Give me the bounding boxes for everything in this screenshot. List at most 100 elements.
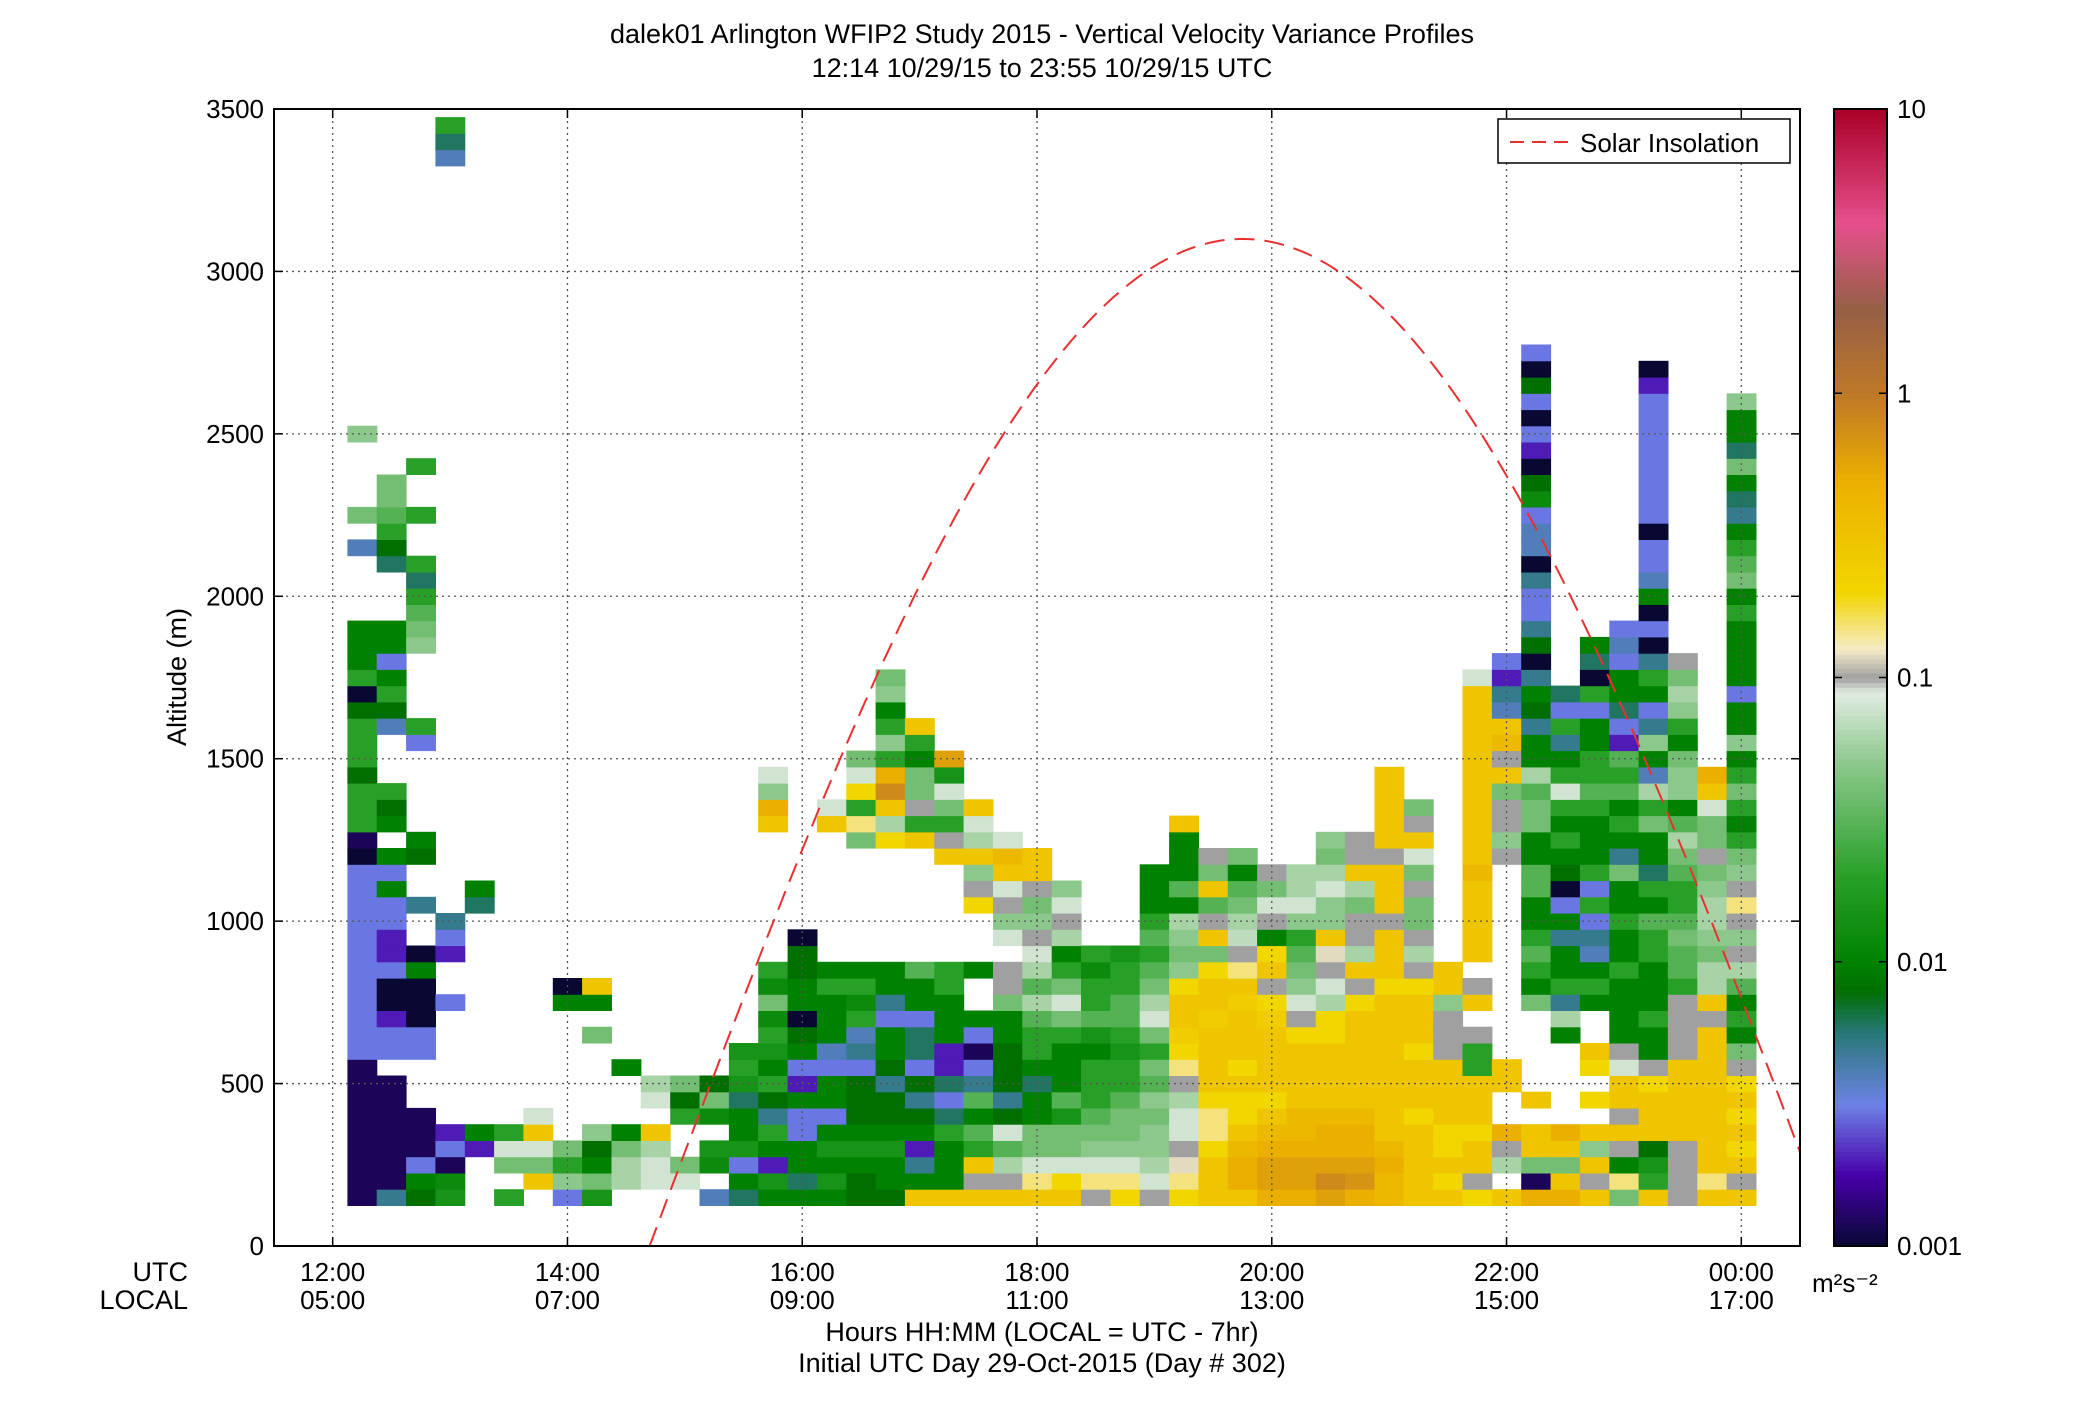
colorbar-segment — [1834, 999, 1887, 1006]
heatmap-cell — [1169, 1075, 1199, 1093]
colorbar-segment — [1834, 1013, 1887, 1020]
colorbar-segment — [1834, 1170, 1887, 1176]
heatmap-cell — [406, 604, 436, 622]
heatmap-cell — [406, 1124, 436, 1141]
colorbar-segment — [1834, 199, 1887, 205]
heatmap-cell — [1521, 750, 1552, 768]
x-tick-label-local: 11:00 — [1005, 1285, 1068, 1315]
heatmap-cell — [1726, 442, 1757, 459]
heatmap-cell — [1521, 1124, 1552, 1141]
heatmap-cell — [963, 1075, 994, 1093]
heatmap-cell — [875, 1091, 906, 1109]
heatmap-cell — [728, 1189, 759, 1206]
colorbar-segment — [1834, 454, 1887, 461]
heatmap-cell — [1345, 1091, 1375, 1109]
colorbar-segment — [1834, 649, 1887, 655]
colorbar-segment — [1834, 663, 1887, 669]
heatmap-cell — [1433, 1026, 1464, 1044]
heatmap-cell — [376, 880, 407, 898]
heatmap-cell — [1697, 864, 1728, 882]
heatmap-cell — [611, 1172, 642, 1190]
heatmap-cell — [1697, 929, 1728, 947]
heatmap-cell — [376, 474, 407, 492]
colorbar-segment — [1834, 971, 1887, 977]
heatmap-cell — [376, 1107, 407, 1125]
heatmap-cell — [1227, 961, 1258, 979]
heatmap-cell — [816, 1043, 847, 1060]
heatmap-cell — [347, 685, 378, 703]
heatmap-cell — [1374, 1010, 1405, 1028]
colorbar-segment — [1834, 824, 1887, 830]
heatmap-cell — [1315, 1059, 1346, 1076]
heatmap-cell — [611, 1124, 642, 1141]
heatmap-cell — [582, 1172, 612, 1190]
heatmap-cell — [1051, 1043, 1082, 1060]
colorbar-segment — [1834, 1080, 1887, 1086]
heatmap-cell — [1169, 1091, 1199, 1109]
heatmap-cell — [1081, 1172, 1111, 1190]
heatmap-cell — [406, 994, 436, 1011]
heatmap-cell — [816, 961, 847, 979]
heatmap-cell — [728, 1172, 759, 1190]
heatmap-cell — [787, 1124, 818, 1141]
heatmap-cell — [787, 1010, 818, 1028]
heatmap-cell — [1667, 1043, 1698, 1060]
heatmap-cell — [1374, 1140, 1405, 1158]
heatmap-cell — [1315, 1010, 1346, 1028]
heatmap-cell — [1374, 1026, 1405, 1044]
heatmap-cell — [963, 1059, 994, 1076]
heatmap-cell — [1345, 880, 1375, 898]
heatmap-cell — [1286, 994, 1317, 1011]
heatmap-cell — [1638, 783, 1669, 800]
heatmap-cell — [435, 133, 466, 151]
heatmap-cell — [816, 1140, 847, 1158]
heatmap-cell — [758, 1124, 789, 1141]
heatmap-cell — [1315, 978, 1346, 995]
heatmap-cell — [435, 913, 466, 930]
colorbar-segment — [1834, 241, 1887, 248]
heatmap-cell — [1169, 1107, 1199, 1125]
heatmap-cell — [1169, 961, 1199, 979]
heatmap-cell — [1110, 1172, 1141, 1190]
heatmap-cell — [670, 1091, 701, 1109]
heatmap-cell — [904, 1043, 935, 1060]
heatmap-cell — [1198, 1075, 1229, 1093]
heatmap-cell — [934, 1156, 965, 1174]
colorbar-segment — [1834, 592, 1887, 598]
colorbar-segment — [1834, 1028, 1887, 1034]
heatmap-cell — [1726, 393, 1757, 411]
heatmap-cell — [670, 1107, 701, 1125]
colorbar-segment — [1834, 1009, 1887, 1015]
heatmap-cell — [758, 1026, 789, 1044]
heatmap-cell — [904, 978, 935, 995]
heatmap-cell — [1403, 880, 1434, 898]
colorbar-segment — [1834, 810, 1887, 816]
heatmap-cell — [934, 1010, 965, 1028]
colorbar-segment — [1834, 814, 1887, 821]
colorbar-segment — [1834, 1099, 1887, 1105]
colorbar-segment — [1834, 653, 1887, 660]
heatmap-cell — [904, 799, 935, 817]
heatmap-cell — [376, 1026, 407, 1044]
colorbar-segment — [1834, 961, 1887, 968]
heatmap-cell — [406, 555, 436, 573]
heatmap-cell — [406, 896, 436, 914]
heatmap-cell — [1550, 734, 1581, 752]
heatmap-cell — [347, 994, 378, 1011]
heatmap-cell — [1315, 929, 1346, 947]
legend-label: Solar Insolation — [1580, 128, 1759, 158]
colorbar-segment — [1834, 345, 1887, 352]
heatmap-cell — [1462, 1091, 1493, 1109]
heatmap-cell — [1374, 1156, 1405, 1174]
heatmap-cell — [1462, 734, 1493, 752]
heatmap-cell — [1462, 1189, 1493, 1206]
heatmap-cell — [1315, 1189, 1346, 1206]
heatmap-cell — [1726, 831, 1757, 849]
heatmap-cell — [963, 815, 994, 833]
x-tick-label-local: 05:00 — [300, 1285, 365, 1315]
heatmap-cell — [1169, 1124, 1199, 1141]
heatmap-cell — [963, 831, 994, 849]
heatmap-cell — [1667, 701, 1698, 719]
heatmap-cell — [582, 1026, 612, 1044]
colorbar-segment — [1834, 544, 1887, 551]
